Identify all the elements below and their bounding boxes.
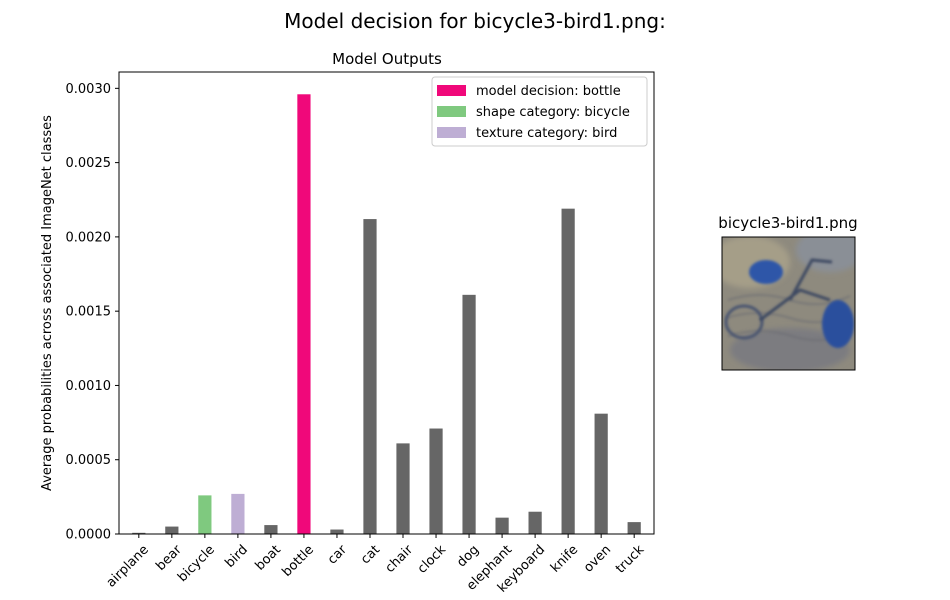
y-tick-label: 0.0030 bbox=[66, 82, 112, 97]
x-tick-label-car: car bbox=[325, 542, 351, 568]
bar-cat bbox=[363, 219, 377, 535]
x-tick-label-dog: dog bbox=[454, 542, 482, 570]
y-tick-label: 0.0005 bbox=[66, 453, 112, 468]
bar-dog bbox=[462, 294, 476, 534]
bar-car bbox=[330, 529, 344, 534]
bar-keyboard bbox=[528, 511, 542, 534]
chart-title: Model Outputs bbox=[332, 50, 442, 68]
x-tick-label-oven: oven bbox=[581, 542, 614, 575]
bar-boat bbox=[264, 525, 278, 534]
thumbnail-title: bicycle3-bird1.png bbox=[718, 214, 857, 232]
x-tick-label-bottle: bottle bbox=[279, 542, 316, 579]
legend-label-shape-category: shape category: bicycle bbox=[476, 105, 630, 120]
plot-frame bbox=[118, 71, 655, 535]
figure-suptitle: Model decision for bicycle3-bird1.png: bbox=[284, 9, 666, 33]
bar-oven bbox=[594, 413, 608, 534]
bar-bicycle bbox=[198, 495, 212, 534]
bar-bear bbox=[165, 526, 179, 534]
x-tick-label-clock: clock bbox=[415, 542, 450, 577]
y-tick-label: 0.0015 bbox=[66, 305, 112, 320]
bar-truck bbox=[627, 522, 641, 534]
bar-series bbox=[132, 94, 641, 535]
legend: model decision: bottle shape category: b… bbox=[431, 76, 648, 147]
bar-bird bbox=[231, 493, 245, 534]
x-tick-label-chair: chair bbox=[383, 542, 417, 576]
bar-airplane bbox=[132, 532, 146, 534]
y-axis-ticks: 0.0000 0.0005 0.0010 0.0015 0.0020 0.0025 0.00… bbox=[66, 82, 119, 543]
legend-label-model-decision: model decision: bottle bbox=[476, 84, 621, 99]
x-tick-label-knife: knife bbox=[548, 542, 581, 575]
bar-elephant bbox=[495, 517, 509, 534]
legend-box bbox=[431, 76, 648, 147]
bar-clock bbox=[429, 428, 443, 534]
y-tick-label: 0.0000 bbox=[66, 528, 112, 543]
bar-bottle bbox=[297, 94, 311, 534]
legend-swatch-texture-category bbox=[437, 127, 466, 138]
y-axis-label: Average probabilities across associated … bbox=[40, 115, 55, 491]
thumbnail-image bbox=[722, 237, 855, 370]
x-tick-label-cat: cat bbox=[358, 542, 383, 567]
y-tick-label: 0.0010 bbox=[66, 379, 112, 394]
bar-chart: Model Outputs Average probabilities acro… bbox=[40, 50, 655, 596]
thumbnail-frame bbox=[721, 236, 856, 371]
legend-swatch-shape-category bbox=[437, 106, 466, 117]
legend-swatch-model-decision bbox=[437, 85, 466, 96]
x-tick-label-bird: bird bbox=[222, 542, 250, 570]
stimulus-thumbnail: bicycle3-bird1.png bbox=[718, 214, 858, 371]
y-tick-label: 0.0020 bbox=[66, 230, 112, 245]
x-tick-label-airplane: airplane bbox=[104, 542, 152, 590]
y-tick-label: 0.0025 bbox=[66, 156, 112, 171]
legend-label-texture-category: texture category: bird bbox=[476, 126, 617, 141]
x-tick-label-bicycle: bicycle bbox=[175, 542, 218, 585]
bar-knife bbox=[561, 208, 575, 534]
bar-chair bbox=[396, 443, 410, 534]
x-tick-label-truck: truck bbox=[613, 542, 648, 577]
